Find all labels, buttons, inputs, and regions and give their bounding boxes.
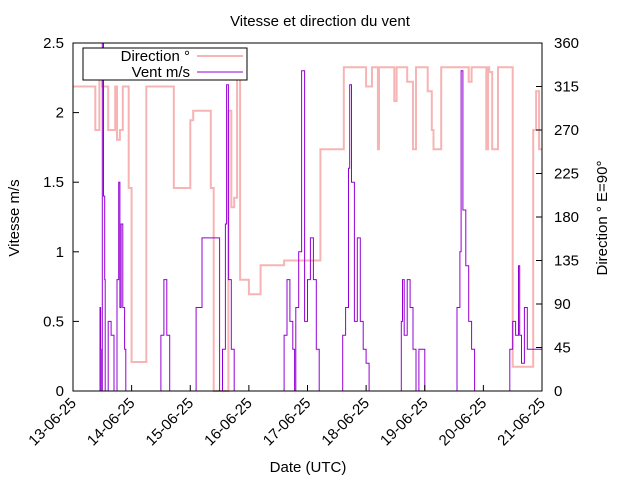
x-tick-label: 18-06-25 bbox=[318, 395, 372, 449]
legend: Direction ° Vent m/s bbox=[82, 47, 248, 81]
series-line-direction bbox=[73, 66, 542, 392]
chart-title: Vitesse et direction du vent bbox=[230, 13, 411, 30]
x-tick-label: 13-06-25 bbox=[25, 395, 79, 449]
x-tick-label: 16-06-25 bbox=[201, 395, 255, 449]
y2-tick-label: 315 bbox=[554, 79, 579, 96]
x-tick-label: 17-06-25 bbox=[260, 395, 314, 449]
x-tick-label: 14-06-25 bbox=[84, 395, 138, 449]
legend-label-direction: Direction ° bbox=[121, 48, 190, 65]
x-tick-label: 21-06-25 bbox=[494, 395, 548, 449]
x-tick-label: 19-06-25 bbox=[377, 395, 431, 449]
y-tick-label: 1 bbox=[56, 244, 64, 261]
y2-axis-label: Direction ° E=90° bbox=[594, 161, 611, 276]
series-line-vent bbox=[73, 42, 543, 392]
y-tick-label: 1.5 bbox=[43, 174, 64, 191]
x-axis-label: Date (UTC) bbox=[270, 459, 347, 476]
y2-tick-label: 0 bbox=[554, 383, 562, 400]
y2-tick-label: 45 bbox=[554, 340, 571, 357]
legend-box bbox=[82, 47, 248, 81]
y-tick-label: 2.5 bbox=[43, 35, 64, 52]
legend-label-vent: Vent m/s bbox=[132, 64, 190, 81]
y-axis-label: Vitesse m/s bbox=[6, 179, 23, 256]
y-tick-label: 0.5 bbox=[43, 313, 64, 330]
y-tick-label: 2 bbox=[56, 105, 64, 122]
y-tick-label: 0 bbox=[56, 383, 64, 400]
y2-tick-label: 135 bbox=[554, 253, 579, 270]
y2-tick-label: 180 bbox=[554, 209, 579, 226]
x-tick-label: 20-06-25 bbox=[436, 395, 490, 449]
y2-tick-label: 360 bbox=[554, 35, 579, 52]
x-tick-label: 15-06-25 bbox=[143, 395, 197, 449]
y2-tick-label: 270 bbox=[554, 122, 579, 139]
y2-tick-label: 225 bbox=[554, 166, 579, 183]
series-layer bbox=[73, 42, 543, 392]
y2-tick-label: 90 bbox=[554, 296, 571, 313]
